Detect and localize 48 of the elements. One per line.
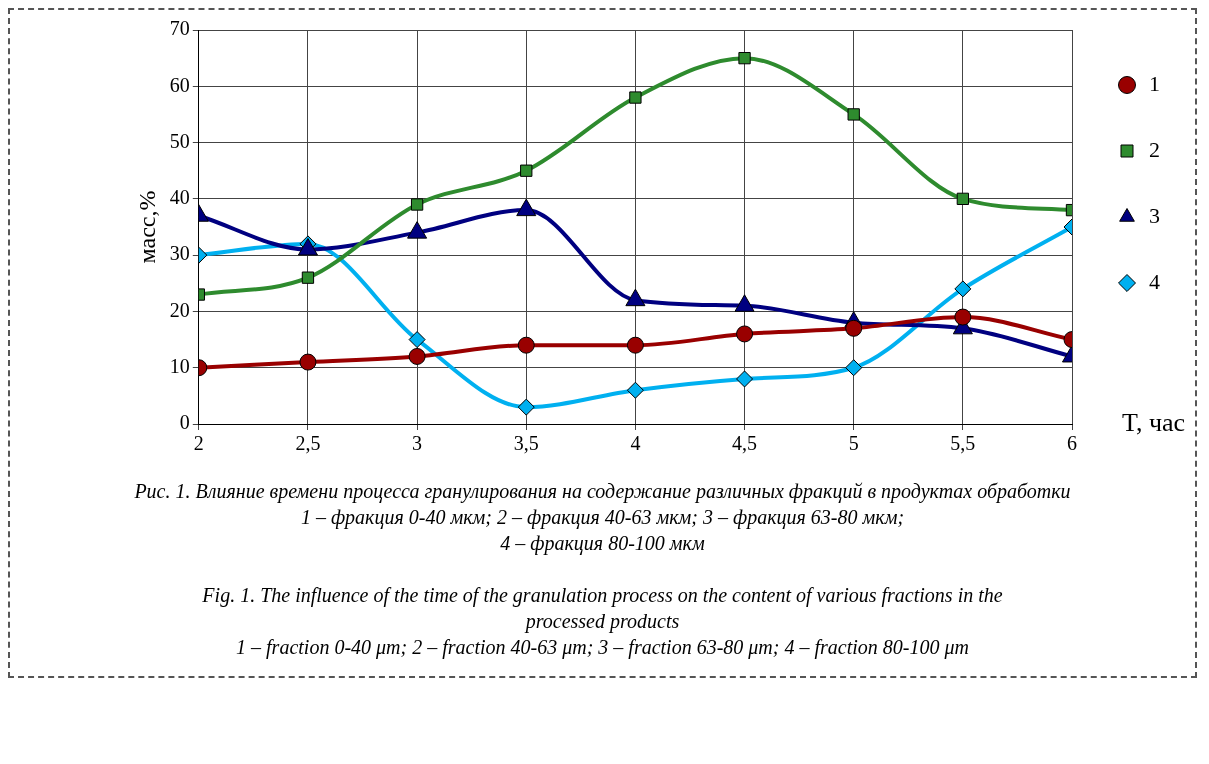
x-tick-label: 5,5 <box>950 432 976 455</box>
x-tick-label: 6 <box>1067 432 1077 455</box>
y-tick-label: 60 <box>169 73 190 96</box>
point <box>517 336 535 354</box>
x-tick-label: 2,5 <box>295 432 321 455</box>
legend-label: 3 <box>1149 202 1160 228</box>
y-tick-label: 50 <box>169 129 190 152</box>
point <box>626 381 644 399</box>
point <box>954 280 972 298</box>
x-tick-label: 4,5 <box>732 432 758 455</box>
x-tick-label: 4 <box>630 432 641 455</box>
y-tick-label: 70 <box>169 17 190 40</box>
point <box>738 51 751 65</box>
point <box>845 319 863 337</box>
y-tick-label: 0 <box>179 411 190 434</box>
point <box>956 192 970 206</box>
x-tick-label: 5 <box>848 432 859 455</box>
text: 1 – фракция 0-40 мкм; 2 – фракция 40-63 мкм; 3 – фракция 63-80 мкм; <box>299 505 906 530</box>
text: Рис. 1. Влияние времени процесса гранулирования на содержание различных фракций в продуктах обработки <box>133 479 1072 504</box>
legend-label: 4 <box>1149 268 1160 294</box>
x-tick-label: 3,5 <box>513 432 539 455</box>
y-axis-title: масс,% <box>133 190 160 264</box>
point <box>847 108 860 121</box>
y-tick-label: 30 <box>169 242 190 265</box>
x-tick-label: 2 <box>193 432 204 455</box>
point <box>299 353 317 371</box>
point <box>408 331 426 349</box>
y-tick-label: 40 <box>169 186 190 209</box>
point <box>845 359 863 377</box>
caption: Fig. 1. The influence of the time of the granulation process on the content of various fractions in the processed products <box>201 583 1004 634</box>
point <box>410 198 424 211</box>
point <box>517 398 535 416</box>
point <box>408 347 426 365</box>
point <box>520 164 533 177</box>
point <box>736 370 754 388</box>
text: 1 – fraction 0-40 μm; 2 – fraction 40-63 μm; 3 – fraction 63-80 μm; 4 – fraction 80-100 μm <box>235 635 970 660</box>
legend-label: 1 <box>1149 70 1160 96</box>
point <box>301 271 315 284</box>
x-axis-title: T, час <box>1122 407 1186 437</box>
y-tick-label: 20 <box>169 298 190 321</box>
point <box>626 336 644 354</box>
text: 4 – фракция 80-100 мкм <box>499 531 706 556</box>
legend-label: 2 <box>1149 136 1160 162</box>
y-tick-label: 10 <box>169 354 190 377</box>
point <box>629 91 642 104</box>
point <box>736 325 754 343</box>
point <box>954 308 972 326</box>
x-tick-label: 3 <box>412 432 423 455</box>
